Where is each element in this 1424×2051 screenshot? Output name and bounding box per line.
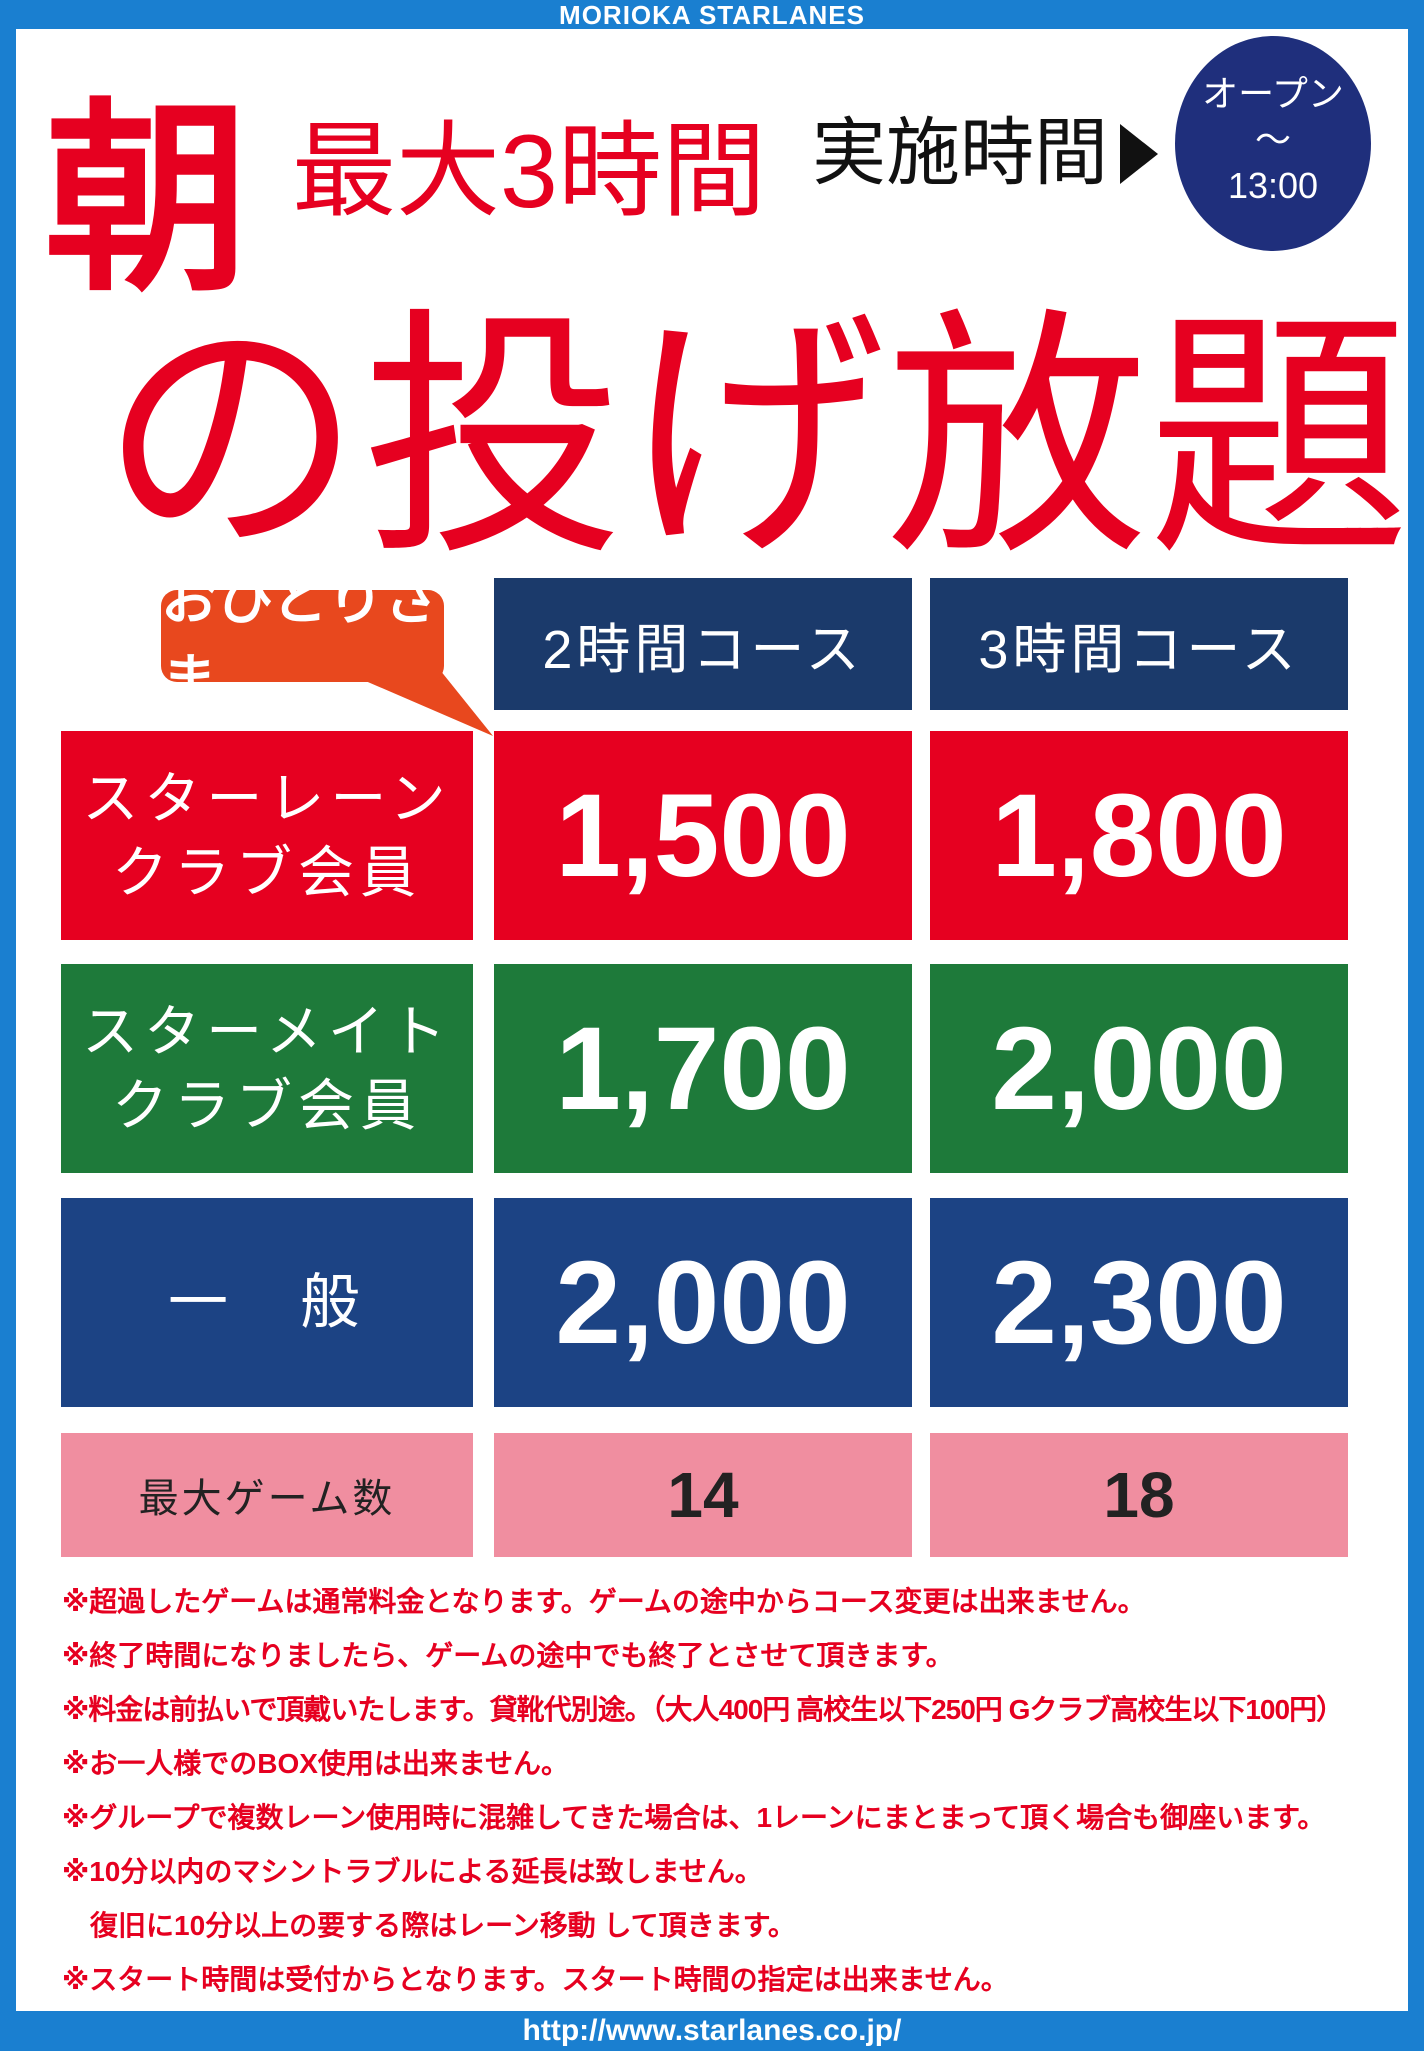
headline-main: の投げ放題 (100, 292, 1410, 585)
hours-close: 13:00 (1227, 165, 1319, 206)
note: ※終了時間になりましたら、ゲームの途中でも終了とさせて頂きます。 (62, 1640, 954, 1671)
max-games-2h: 14 (494, 1433, 912, 1557)
headline-asa: 朝 (44, 86, 249, 315)
hours-tilde: ～ (1254, 119, 1291, 160)
row-label-line1: スターレーン (82, 766, 452, 830)
max-games-label: 最大ゲーム数 (61, 1433, 473, 1557)
note: ※グループで複数レーン使用時に混雑してきた場合は、1レーンにまとまって頂く場合も… (62, 1802, 1326, 1833)
hours-open: オープン (1202, 73, 1344, 114)
row-label-line1: スターメイト (82, 999, 452, 1063)
row-label-starmate-club: スターメイト クラブ会員 (61, 964, 473, 1173)
note: ※スタート時間は受付からとなります。スタート時間の指定は出来ません。 (62, 1964, 1009, 1995)
single-player-badge: おひとりさま (161, 568, 444, 712)
badge-tail (340, 670, 493, 736)
hours-label: 実施時間 (812, 111, 1108, 194)
arrow-right-icon (1120, 124, 1158, 184)
headline-max-hours: 最大3時間 (292, 114, 766, 230)
max-games-3h: 18 (930, 1433, 1348, 1557)
row-label-line2: クラブ会員 (112, 840, 422, 904)
price-cell: 2,000 (930, 964, 1348, 1173)
brand-header: MORIOKA STARLANES (559, 0, 865, 30)
price-cell: 1,500 (494, 731, 912, 940)
website-link[interactable]: http://www.starlanes.co.jp/ (522, 2014, 902, 2047)
note: ※料金は前払いで頂戴いたします。貸靴代別途。（大人400円 高校生以下250円 … (62, 1694, 1344, 1725)
row-label-general: 一 般 (61, 1198, 473, 1407)
price-cell: 2,000 (494, 1198, 912, 1407)
note: ※10分以内のマシントラブルによる延長は致しません。 (62, 1856, 763, 1887)
note: ※お一人様でのBOX使用は出来ません。 (62, 1748, 570, 1779)
price-cell: 1,800 (930, 731, 1348, 940)
price-cell: 2,300 (930, 1198, 1348, 1407)
row-label-line2: クラブ会員 (112, 1073, 422, 1137)
row-label-starlane-club: スターレーン クラブ会員 (61, 731, 473, 940)
note: ※超過したゲームは通常料金となります。ゲームの途中からコース変更は出来ません。 (62, 1586, 1146, 1617)
note: 復旧に10分以上の要する際はレーン移動 して頂きます。 (62, 1910, 796, 1941)
price-cell: 1,700 (494, 964, 912, 1173)
column-header-2h: 2時間コース (494, 578, 912, 710)
column-header-3h: 3時間コース (930, 578, 1348, 710)
hours-circle: オープン ～ 13:00 (1175, 36, 1371, 251)
